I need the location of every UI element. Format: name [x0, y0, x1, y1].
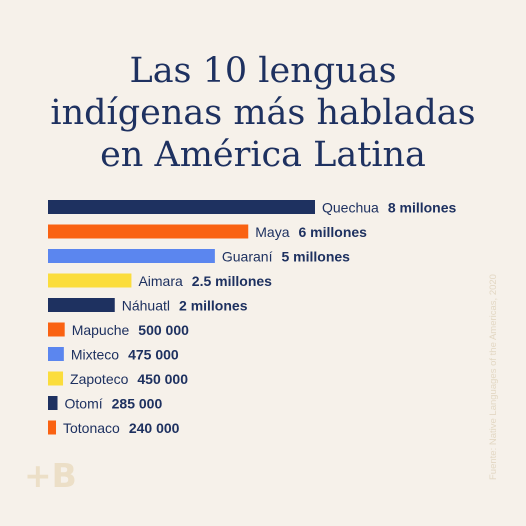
source-note: Fuente: Native Languages of the Americas…	[488, 274, 499, 480]
value-label: 6 millones	[298, 224, 367, 240]
category-label: Otomí	[65, 396, 103, 412]
category-label: Mixteco	[71, 347, 119, 363]
category-label: Maya	[255, 224, 289, 240]
bar	[48, 200, 315, 214]
bar	[48, 273, 132, 288]
value-label: 5 millones	[281, 249, 350, 265]
title-line: indígenas más habladas	[50, 93, 476, 133]
value-label: 2 millones	[179, 298, 248, 314]
bar	[48, 224, 249, 239]
value-label: 285 000	[112, 396, 163, 412]
bar	[48, 420, 57, 435]
bar	[48, 298, 115, 312]
category-label: Aimara	[138, 273, 183, 289]
category-label: Quechua	[322, 200, 379, 216]
title-line: en América Latina	[100, 135, 426, 175]
category-label: Mapuche	[72, 322, 130, 338]
category-label: Totonaco	[63, 420, 120, 436]
bar	[48, 249, 215, 263]
category-label: Guaraní	[222, 249, 273, 265]
bar	[48, 347, 64, 361]
category-label: Náhuatl	[122, 298, 170, 314]
category-label: Zapoteco	[70, 371, 129, 387]
value-label: 500 000	[138, 322, 189, 338]
value-label: 450 000	[137, 371, 188, 387]
value-label: 475 000	[128, 347, 179, 363]
bar	[48, 396, 58, 410]
value-label: 8 millones	[388, 200, 457, 216]
value-label: 2.5 millones	[192, 273, 272, 289]
bar	[48, 322, 65, 337]
value-label: 240 000	[129, 420, 180, 436]
title-line: Las 10 lenguas	[129, 51, 397, 91]
bar	[48, 371, 64, 386]
brand-logo: +B	[24, 456, 77, 495]
chart-title: Las 10 lenguas indígenas más habladas en…	[0, 50, 526, 176]
